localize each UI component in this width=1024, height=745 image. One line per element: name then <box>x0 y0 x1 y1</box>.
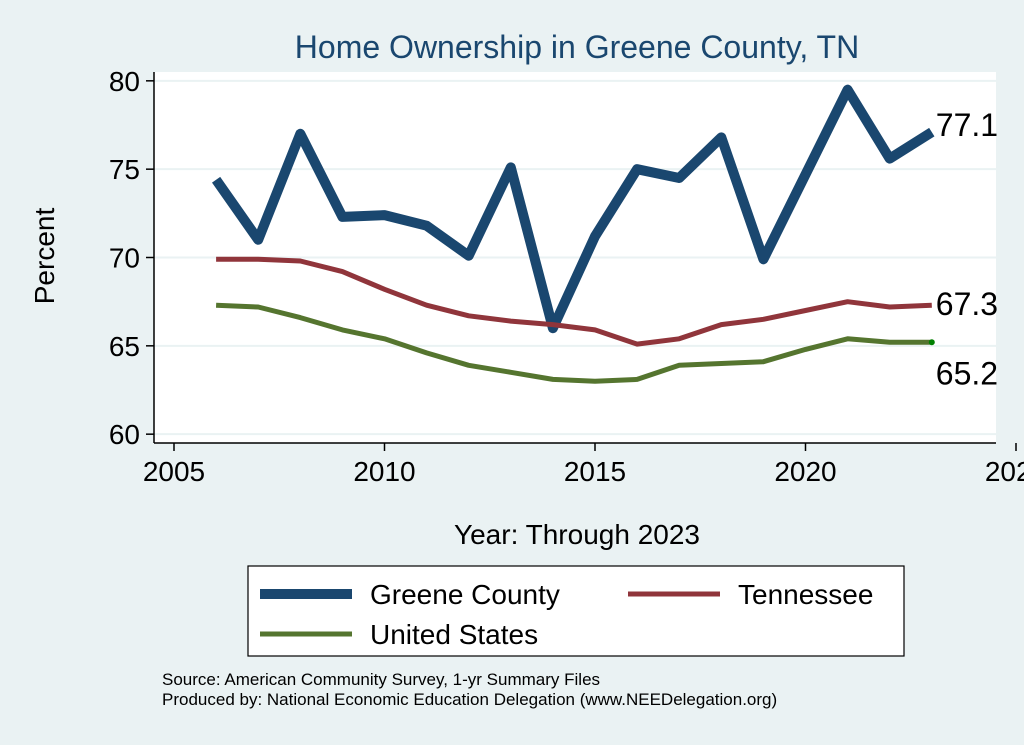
end-label-tennessee: 67.3 <box>936 286 998 322</box>
legend-label-united-states: United States <box>370 619 538 650</box>
series-lines <box>212 84 935 384</box>
y-tick-label: 60 <box>109 419 140 450</box>
legend-box <box>247 565 905 657</box>
x-axis-label: Year: Through 2023 <box>454 519 700 550</box>
point-united-states-2023 <box>928 339 935 346</box>
producer-note: Produced by: National Economic Education… <box>162 690 778 709</box>
y-tick-label: 75 <box>109 154 140 185</box>
x-tick-label: 2025 <box>985 456 1024 487</box>
y-tick-label: 65 <box>109 331 140 362</box>
y-axis-label: Percent <box>29 208 60 305</box>
x-tick-label: 2020 <box>774 456 836 487</box>
end-labels: 77.1 67.3 65.2 <box>936 107 998 391</box>
legend-label-tennessee: Tennessee <box>738 579 873 610</box>
series-line-greene-county <box>212 84 935 334</box>
legend-label-greene-county: Greene County <box>370 579 560 610</box>
y-axis-ticks: 60 65 70 75 80 <box>109 66 154 450</box>
chart-title: Home Ownership in Greene County, TN <box>295 29 859 65</box>
end-label-greene-county: 77.1 <box>936 107 998 143</box>
series-line-united-states <box>215 302 932 384</box>
x-tick-label: 2005 <box>143 456 205 487</box>
x-tick-label: 2010 <box>353 456 415 487</box>
source-note: Source: American Community Survey, 1-yr … <box>162 670 601 689</box>
x-axis-ticks: 2005 2010 2015 2020 2025 <box>143 443 1024 487</box>
gridlines <box>154 79 996 436</box>
y-tick-label: 80 <box>109 66 140 97</box>
series-line-tennessee <box>216 256 932 347</box>
x-tick-label: 2015 <box>564 456 626 487</box>
legend: Greene County Tennessee United States <box>247 565 905 657</box>
end-label-united-states: 65.2 <box>936 355 998 391</box>
y-tick-label: 70 <box>109 243 140 274</box>
